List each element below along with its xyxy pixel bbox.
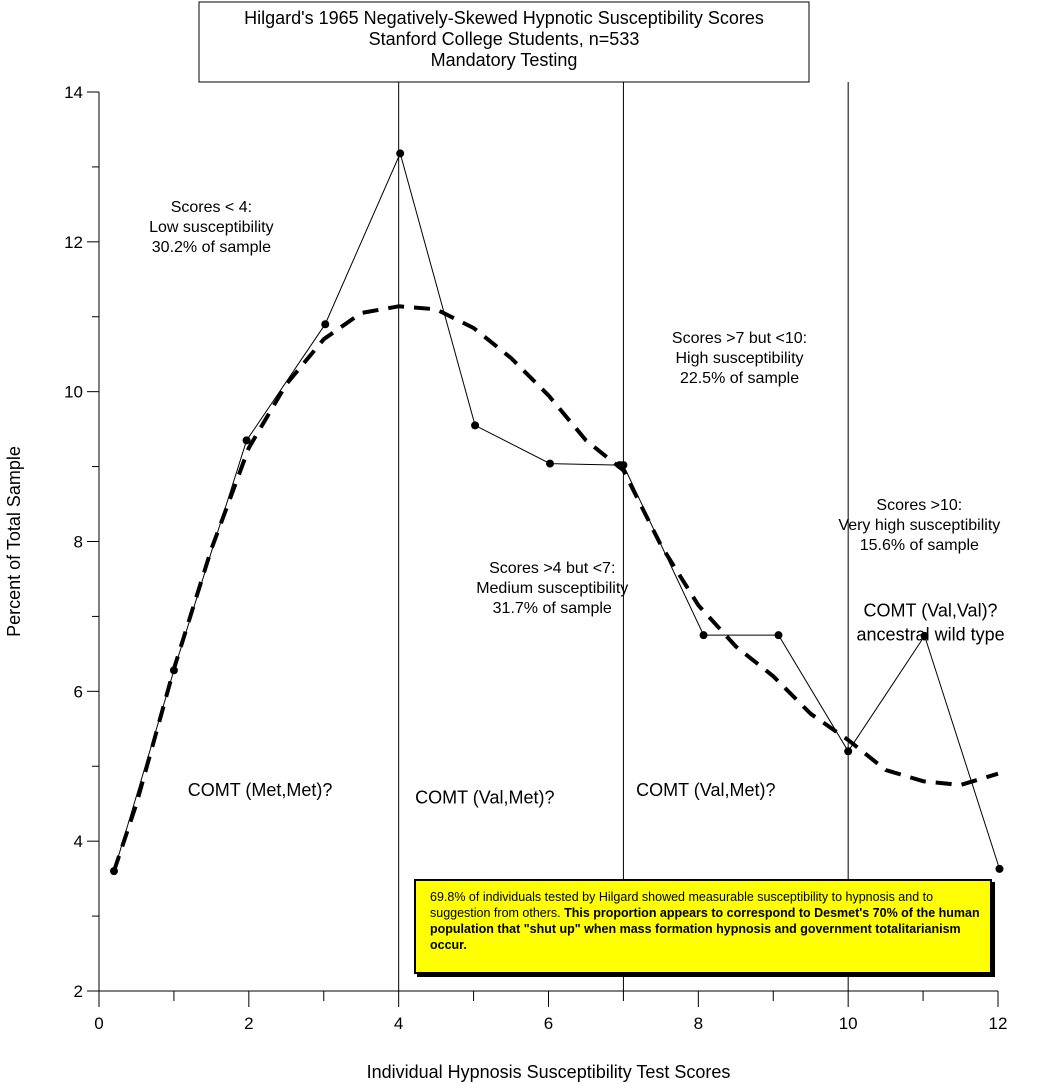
title-line: Hilgard's 1965 Negatively-Skewed Hypnoti… (244, 8, 764, 28)
annotation-text: 30.2% of sample (152, 239, 271, 256)
x-tick-label: 4 (394, 1014, 403, 1033)
annotation-text: Scores >4 but <7: (489, 560, 615, 577)
annotation-text: 22.5% of sample (680, 370, 799, 387)
annotation-text: 15.6% of sample (860, 537, 979, 554)
data-point (321, 320, 330, 329)
range-annotations: Scores < 4: Low susceptibility 30.2% of sa… (149, 199, 1000, 617)
y-tick-label: 10 (64, 383, 83, 402)
y-tick-label: 6 (74, 682, 83, 701)
x-tick-label: 8 (694, 1014, 703, 1033)
annotation-text: Low susceptibility (149, 219, 274, 236)
note-text: 69.8% of individuals tested by Hilgard s… (430, 890, 934, 920)
x-tick-label: 12 (989, 1014, 1008, 1033)
chart-title: Hilgard's 1965 Negatively-Skewed Hypnoti… (198, 1, 810, 83)
comt-label: ancestral wild type (857, 624, 1005, 644)
data-point (471, 421, 480, 430)
data-point (242, 436, 251, 445)
trend-curve-dashed (112, 304, 999, 872)
comt-label: COMT (Met,Met)? (188, 780, 333, 800)
y-tick-label: 4 (74, 832, 83, 851)
annotation-text: Medium susceptibility (476, 580, 628, 597)
annotation-text: Scores < 4: (171, 199, 252, 216)
data-point (396, 149, 405, 158)
comt-label: COMT (Val,Met)? (636, 780, 775, 800)
data-point (545, 459, 554, 468)
x-tick-label: 6 (544, 1014, 553, 1033)
data-point (920, 631, 929, 640)
data-point (995, 864, 1004, 873)
score-range-dividers (398, 82, 849, 991)
y-axis-title: Percent of Total Sample (4, 446, 24, 637)
data-point (699, 631, 708, 640)
comt-label: COMT (Val,Met)? (415, 788, 554, 808)
x-tick-label: 2 (244, 1014, 253, 1033)
y-tick-label: 14 (64, 83, 83, 102)
x-tick-label: 0 (94, 1014, 103, 1033)
annotation-text: 31.7% of sample (493, 600, 612, 617)
series-layer (109, 149, 1004, 876)
note-callout: 69.8% of individuals tested by Hilgard s… (414, 879, 992, 974)
title-line: Mandatory Testing (431, 50, 578, 70)
note-bold-text: This proportion appears to correspond to… (430, 906, 980, 952)
title-line: Stanford College Students, n=533 (369, 29, 640, 49)
comt-label: COMT (Val,Val)? (864, 600, 998, 620)
annotation-text: Scores >7 but <10: (672, 330, 807, 347)
annotation-text: Scores >10: (876, 497, 962, 514)
data-point (774, 631, 783, 640)
data-point (844, 747, 853, 756)
comt-labels: COMT (Met,Met)? COMT (Val,Met)? COMT (Val,… (188, 600, 1005, 807)
y-tick-label: 8 (74, 533, 83, 552)
y-tick-label: 12 (64, 233, 83, 252)
data-line (113, 151, 1000, 872)
x-axis-title: Individual Hypnosis Susceptibility Test … (367, 1062, 731, 1082)
title-box (198, 1, 810, 83)
x-tick-label: 10 (839, 1014, 858, 1033)
annotation-text: High susceptibility (676, 350, 804, 367)
annotation-text: Very high susceptibility (838, 517, 1000, 534)
y-tick-label: 2 (74, 982, 83, 1001)
